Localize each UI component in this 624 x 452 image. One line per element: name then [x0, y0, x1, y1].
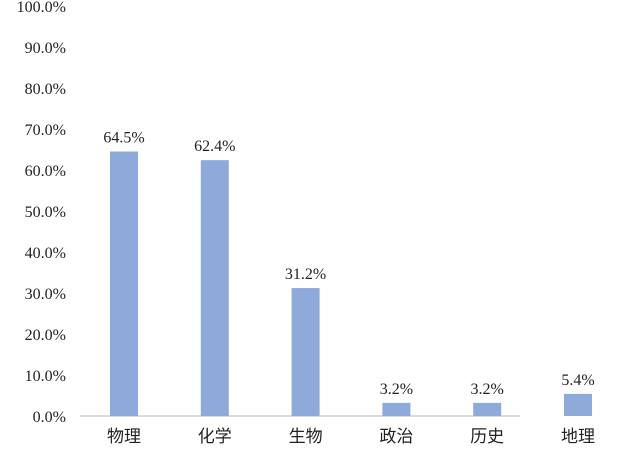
data-label: 5.4%: [561, 372, 594, 389]
y-tick-label: 20.0%: [25, 327, 66, 344]
y-tick-label: 30.0%: [25, 286, 66, 303]
y-tick-label: 80.0%: [25, 81, 66, 98]
y-tick-label: 40.0%: [25, 245, 66, 262]
y-tick-label: 10.0%: [25, 368, 66, 385]
bar-1: [200, 160, 229, 416]
y-tick-label: 70.0%: [25, 122, 66, 139]
x-tick-label: 生物: [289, 427, 323, 446]
y-tick-label: 90.0%: [25, 40, 66, 57]
y-tick-label: 60.0%: [25, 163, 66, 180]
x-tick-label: 政治: [379, 427, 413, 446]
x-tick-label: 物理: [107, 427, 141, 446]
y-tick-label: 0.0%: [33, 409, 66, 426]
x-tick-label: 历史: [470, 427, 504, 446]
bar-5: [564, 393, 592, 416]
data-label: 64.5%: [103, 130, 144, 147]
y-tick-label: 50.0%: [25, 204, 66, 221]
data-label: 31.2%: [285, 266, 326, 283]
data-label: 3.2%: [471, 381, 504, 398]
y-tick-label: 100.0%: [17, 0, 66, 16]
bar-4: [473, 402, 502, 416]
data-label: 3.2%: [380, 381, 413, 398]
bar-0: [110, 151, 138, 417]
bar-2: [291, 288, 320, 416]
bar-3: [382, 402, 411, 416]
x-tick-label: 化学: [198, 427, 232, 446]
x-tick-label: 地理: [561, 427, 595, 446]
data-label: 62.4%: [194, 138, 235, 155]
